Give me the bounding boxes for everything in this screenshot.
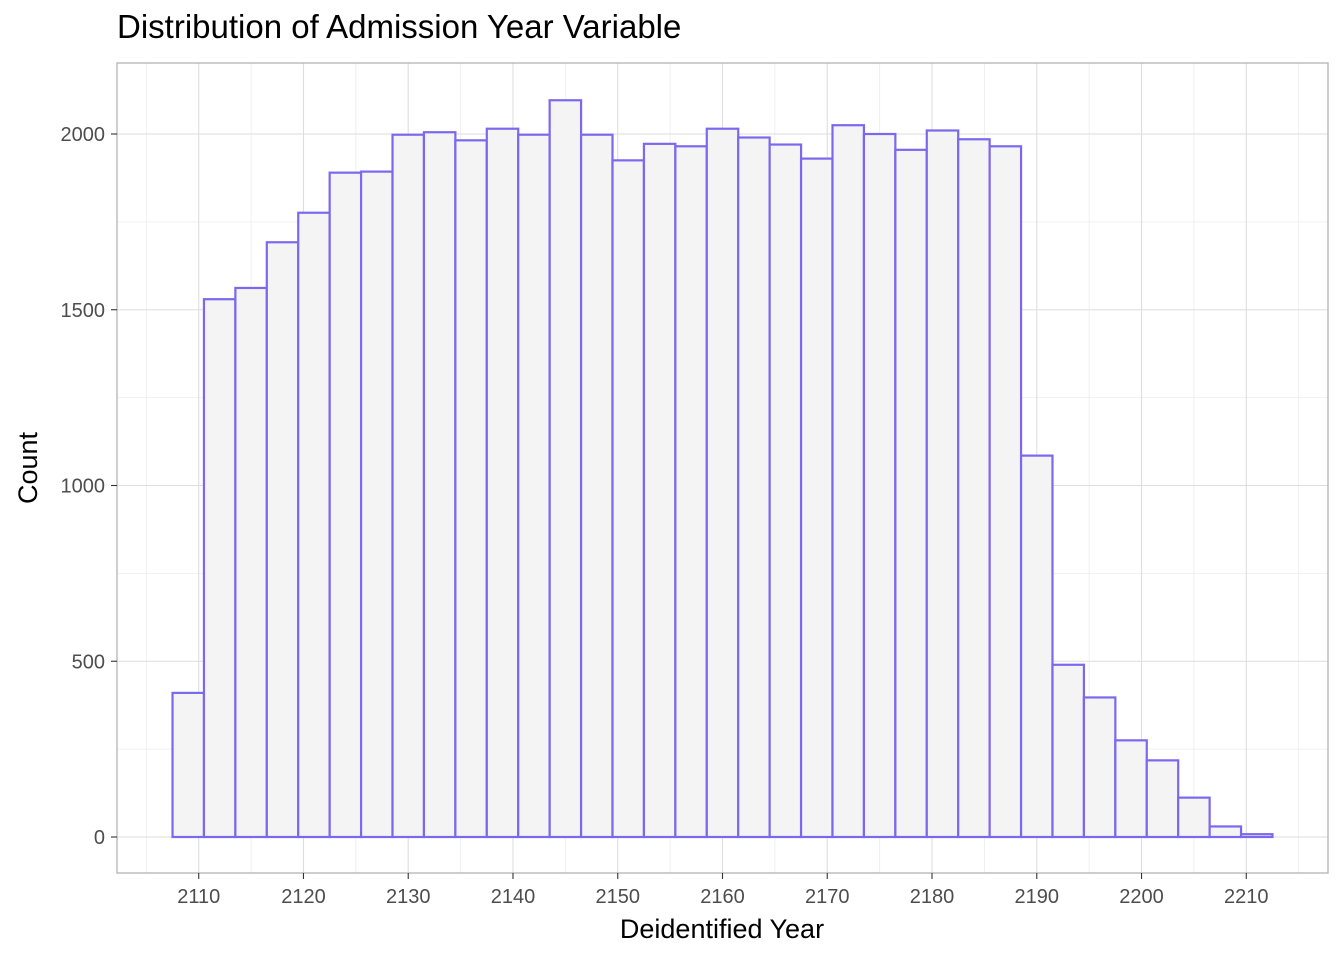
x-tick-label: 2110: [177, 886, 220, 908]
histogram-bar: [548, 99, 583, 839]
histogram-bar: [894, 148, 928, 839]
histogram-bar: [611, 159, 646, 839]
histogram-bar: [579, 133, 614, 839]
histogram-bar: [768, 143, 803, 839]
histogram-bar: [799, 157, 834, 839]
histogram-bar: [171, 691, 206, 839]
histogram-bar: [831, 124, 866, 839]
histogram-bar: [328, 171, 363, 839]
y-tick-label: 500: [72, 651, 105, 673]
histogram-bar: [1177, 796, 1211, 839]
histogram-bar: [297, 211, 331, 839]
x-tick-label: 2150: [595, 886, 640, 908]
x-tick-label: 2120: [281, 886, 326, 908]
y-tick-label: 1000: [61, 476, 106, 498]
histogram-bar: [454, 139, 488, 839]
y-axis-title: Count: [13, 431, 43, 504]
histogram-bar: [705, 127, 740, 839]
histogram-bar: [642, 142, 677, 839]
histogram-bars: [171, 99, 1274, 839]
histogram-bar: [737, 136, 771, 839]
x-tick-label: 2200: [1119, 886, 1164, 908]
histogram-bar: [925, 129, 960, 839]
histogram-bar: [517, 133, 551, 839]
x-tick-label: 2170: [805, 886, 850, 908]
histogram-bar: [1145, 759, 1180, 839]
x-axis-title: Deidentified Year: [620, 914, 824, 944]
histogram-bar: [485, 127, 520, 839]
x-tick-label: 2190: [1015, 886, 1060, 908]
histogram-bar: [391, 133, 426, 839]
x-tick-label: 2210: [1224, 886, 1269, 908]
histogram-bar: [1114, 739, 1148, 839]
x-tick-label: 2180: [910, 886, 955, 908]
y-tick-label: 0: [94, 827, 105, 849]
chart-title: Distribution of Admission Year Variable: [117, 8, 682, 45]
histogram-bar: [1082, 696, 1117, 839]
y-axis: 0 500 1000 1500 2000: [61, 124, 117, 849]
histogram-bar: [202, 298, 237, 839]
histogram-bar: [988, 145, 1023, 839]
histogram-bar: [265, 241, 300, 839]
histogram-bar: [234, 286, 268, 839]
histogram-bar: [1051, 663, 1086, 839]
y-tick-label: 1500: [61, 300, 106, 322]
y-tick-label: 2000: [61, 124, 106, 146]
histogram-bar: [1239, 833, 1274, 839]
x-tick-label: 2160: [700, 886, 745, 908]
histogram-bar: [422, 131, 457, 839]
histogram-bar: [359, 170, 394, 839]
x-tick-label: 2140: [491, 886, 536, 908]
x-tick-label: 2130: [386, 886, 431, 908]
histogram-bar: [1208, 825, 1243, 839]
histogram-bar: [862, 132, 897, 839]
x-axis: 2110 2120 2130 2140 2150 2160 2170 2180 2190 2200…: [177, 873, 1269, 908]
histogram-bar: [1019, 454, 1054, 839]
histogram-bar: [957, 138, 991, 839]
histogram-bar: [674, 145, 708, 839]
